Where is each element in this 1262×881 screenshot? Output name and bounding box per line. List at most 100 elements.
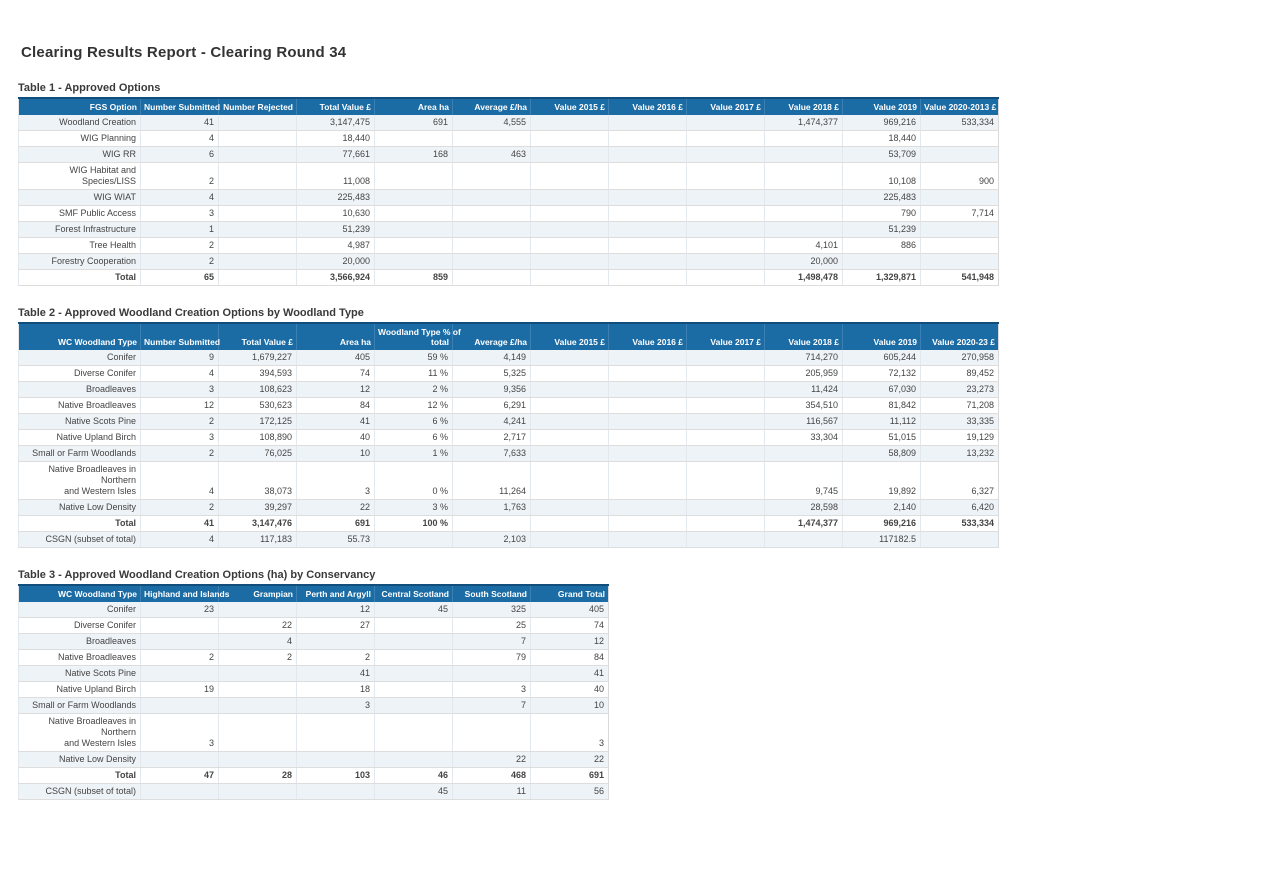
table-cell xyxy=(920,189,999,206)
table-cell xyxy=(140,697,219,714)
column-header: Value 2018 £ xyxy=(764,322,843,350)
table-cell: 108,890 xyxy=(218,429,297,446)
table-row: Conifer 9 1,679,227 405 59 % 4,149 714,270 605,… xyxy=(18,350,999,366)
table-row: Broadleaves 3 108,623 12 2 % 9,356 11,424 67,03… xyxy=(18,381,999,398)
table-cell: 10,630 xyxy=(296,205,375,222)
table-cell: 67,030 xyxy=(842,381,921,398)
table-cell: 71,208 xyxy=(920,397,999,414)
table-cell xyxy=(608,531,687,548)
table-cell: 41 xyxy=(296,665,375,682)
table-cell: 6,327 xyxy=(920,461,999,500)
table-cell xyxy=(686,515,765,532)
table-cell xyxy=(686,365,765,382)
table-cell xyxy=(764,162,843,190)
table-cell xyxy=(374,751,453,768)
table-cell: 3 xyxy=(452,681,531,698)
table-cell xyxy=(920,237,999,254)
table-cell: 20,000 xyxy=(296,253,375,270)
table-cell xyxy=(686,162,765,190)
table-cell: 691 xyxy=(374,115,453,131)
table-cell: 28,598 xyxy=(764,499,843,516)
table-cell xyxy=(686,413,765,430)
table-cell: 7 xyxy=(452,697,531,714)
column-header: Value 2019 xyxy=(842,322,921,350)
table-cell: 7,633 xyxy=(452,445,531,462)
table-cell: 40 xyxy=(530,681,609,698)
table-cell: 1,498,478 xyxy=(764,269,843,286)
table-cell: 9 xyxy=(140,350,219,366)
header-row: FGS Option Number Submitted Number Rejecte… xyxy=(18,97,999,115)
table-cell xyxy=(686,531,765,548)
table-cell xyxy=(530,381,609,398)
table-cell xyxy=(608,413,687,430)
table-cell xyxy=(764,130,843,147)
table-1-approved-options-caption: Table 1 - Approved Options xyxy=(18,82,161,94)
table-cell: 691 xyxy=(530,767,609,784)
table-cell xyxy=(452,189,531,206)
table-cell: 53,709 xyxy=(842,146,921,163)
table-cell: 45 xyxy=(374,783,453,800)
table-cell: Total xyxy=(18,269,141,286)
table-cell xyxy=(296,783,375,800)
table-cell: 108,623 xyxy=(218,381,297,398)
table-cell xyxy=(374,713,453,752)
table-2-wc-options-by-woodland-type-section: Table 2 - Approved Woodland Creation Opt… xyxy=(18,307,1262,548)
table-cell: Native Upland Birch xyxy=(18,429,141,446)
table-cell: 51,015 xyxy=(842,429,921,446)
column-header: Value 2020-2013 £ xyxy=(920,97,999,115)
column-header: Woodland Type % of total xyxy=(374,322,461,350)
table-cell: Tree Health xyxy=(18,237,141,254)
table-row: Native Broadleaves 12 530,623 84 12 % 6,291 35… xyxy=(18,397,999,414)
table-cell: 11 xyxy=(452,783,531,800)
table-cell: 41 xyxy=(530,665,609,682)
table-cell: CSGN (subset of total) xyxy=(18,531,141,548)
column-header: Value 2016 £ xyxy=(608,322,687,350)
table-row: WIG Planning 4 18,440 18,440 xyxy=(18,130,999,147)
table-row: Conifer 23 12 45 325 405 xyxy=(18,602,609,618)
column-header: WC Woodland Type xyxy=(18,584,141,602)
table-cell xyxy=(530,130,609,147)
table-row: Forestry Cooperation 2 20,000 20,000 xyxy=(18,253,999,270)
column-header: Grampian xyxy=(218,584,297,602)
table-cell: SMF Public Access xyxy=(18,205,141,222)
table-cell xyxy=(296,633,375,650)
table-cell xyxy=(452,665,531,682)
table-cell: 117182.5 xyxy=(842,531,921,548)
table-row: SMF Public Access 3 10,630 790 7,714 xyxy=(18,205,999,222)
table-cell xyxy=(452,269,531,286)
table-cell: 33,304 xyxy=(764,429,843,446)
table-cell: 4,241 xyxy=(452,413,531,430)
table-cell xyxy=(608,253,687,270)
table-cell: 74 xyxy=(296,365,375,382)
table-cell: 4,101 xyxy=(764,237,843,254)
table-row: WIG Habitat and Species/LISS 2 11,008 10,10… xyxy=(18,162,999,190)
table-cell xyxy=(218,681,297,698)
column-header: Central Scotland xyxy=(374,584,453,602)
table-cell xyxy=(374,617,453,634)
table-cell: Total xyxy=(18,767,141,784)
table-cell xyxy=(608,381,687,398)
table-cell xyxy=(530,499,609,516)
table-cell: 5,325 xyxy=(452,365,531,382)
column-header: Grand Total xyxy=(530,584,609,602)
table-cell xyxy=(764,221,843,238)
table-cell xyxy=(686,461,765,500)
table-cell: 56 xyxy=(530,783,609,800)
header-row: WC Woodland Type Highland and Islands Gram… xyxy=(18,584,609,602)
table-row: Native Low Density 2 39,297 22 3 % 1,763 28,59… xyxy=(18,499,999,516)
table-cell: 2,103 xyxy=(452,531,531,548)
table-cell: 19 xyxy=(140,681,219,698)
table-row: Native Broadleaves in Northern and Weste… xyxy=(18,713,609,752)
table-cell: 3,147,476 xyxy=(218,515,297,532)
table-cell: 3 xyxy=(140,713,219,752)
table-cell xyxy=(374,681,453,698)
table-3-wc-options-by-conservancy: WC Woodland Type Highland and Islands Gram… xyxy=(18,584,609,800)
table-cell: 530,623 xyxy=(218,397,297,414)
table-3-wc-options-by-conservancy-section: Table 3 - Approved Woodland Creation Opt… xyxy=(18,569,1262,800)
table-row: Diverse Conifer 4 394,593 74 11 % 5,325 205,95… xyxy=(18,365,999,382)
table-cell: 1,763 xyxy=(452,499,531,516)
table-cell: Small or Farm Woodlands xyxy=(18,697,141,714)
table-cell xyxy=(218,713,297,752)
table-cell: Woodland Creation xyxy=(18,115,141,131)
table-cell: 12 xyxy=(530,633,609,650)
